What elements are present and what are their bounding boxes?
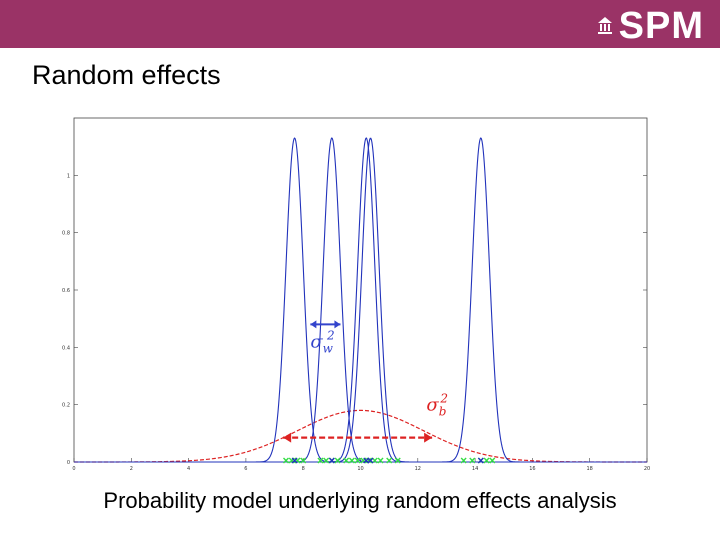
x-tick-label-4: 8 (302, 466, 305, 472)
sample-point-7-b (334, 457, 341, 464)
y-tick-label-1: 0.2 (62, 403, 70, 409)
within-subject-curve-3 (74, 137, 647, 463)
sigma-w-arrow-head-left (310, 320, 317, 329)
x-tick-label-1: 2 (130, 466, 133, 472)
x-tick-label-6: 12 (415, 466, 421, 472)
sample-point-14-b (377, 457, 384, 464)
subject-mean-0-b (291, 457, 298, 464)
subject-mean-1-b (328, 457, 335, 464)
y-tick-label-5: 1 (67, 173, 70, 179)
header-bar: SPM (0, 0, 720, 48)
sample-point-10-b (354, 457, 361, 464)
slide-title: Random effects (32, 60, 221, 90)
sample-point-3-b (300, 457, 307, 464)
x-tick-label-10: 20 (644, 466, 650, 472)
caption: Probability model underlying random effe… (103, 488, 617, 513)
sample-point-5-b (323, 457, 330, 464)
random-effects-chart: 0 2 4 6 8 10 12 14 16 18 20 0 0.2 0.4 0.6 0.8 1 σw2 σb2 (62, 117, 650, 472)
sigma-w-label: σw2 (310, 328, 334, 355)
sample-point-20-b (483, 457, 490, 464)
within-subject-curve-4 (74, 137, 647, 463)
sample-point-4-b (317, 457, 324, 464)
logo-text: SPM (618, 5, 704, 47)
sample-point-8-b (343, 457, 350, 464)
sigma-b-label: σb2 (426, 391, 448, 418)
sample-point-9-b (348, 457, 355, 464)
subject-mean-3-b (367, 457, 374, 464)
sigma-b-arrow-head-left (283, 432, 292, 443)
x-tick-label-8: 16 (529, 466, 535, 472)
subject-mean-4-b (477, 457, 484, 464)
spm-logo: SPM (597, 5, 704, 47)
sample-point-17-b (460, 457, 467, 464)
sample-point-0-b (283, 457, 290, 464)
y-tick-label-3: 0.6 (62, 288, 70, 294)
sample-point-16-b (394, 457, 401, 464)
y-tick-label-2: 0.4 (62, 345, 70, 351)
x-tick-label-0: 0 (72, 466, 75, 472)
y-tick-label-4: 0.8 (62, 231, 70, 237)
sample-point-18-b (469, 457, 476, 464)
between-subject-curve (74, 409, 647, 463)
sample-point-15-b (386, 457, 393, 464)
x-tick-label-3: 6 (244, 466, 247, 472)
x-tick-label-2: 4 (187, 466, 190, 472)
sigma-b-arrow-head-right (424, 432, 433, 443)
x-tick-label-7: 14 (472, 466, 478, 472)
y-tick-label-0: 0 (67, 460, 70, 466)
sample-point-21-b (489, 457, 496, 464)
x-tick-label-9: 18 (587, 466, 593, 472)
sigma-w-arrow-head-right (334, 320, 341, 329)
building-icon (597, 17, 612, 34)
x-tick-label-5: 10 (357, 466, 363, 472)
